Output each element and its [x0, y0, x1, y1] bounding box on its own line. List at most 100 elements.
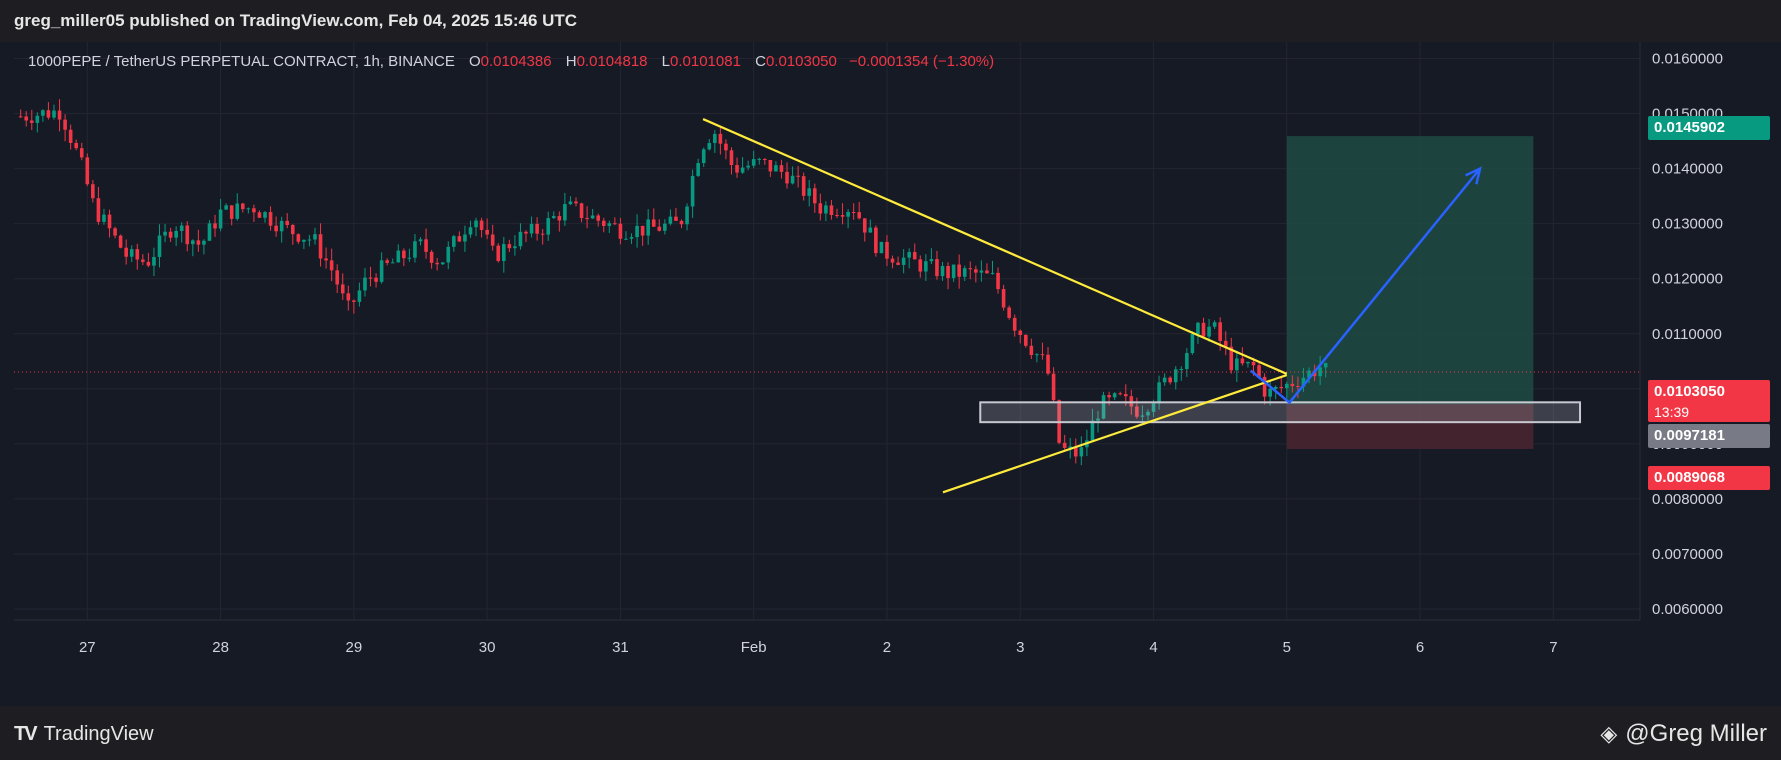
candle-body — [168, 231, 173, 238]
candle-body — [29, 120, 34, 123]
candle-body — [113, 228, 117, 236]
candle-body — [79, 148, 84, 158]
candle-body — [463, 234, 467, 242]
open-value: 0.0104386 — [480, 53, 552, 70]
candle-body — [807, 188, 812, 196]
bar-countdown: 13:39 — [1654, 404, 1690, 420]
candle-body — [718, 133, 723, 144]
candle-body — [429, 251, 434, 263]
chart-canvas[interactable]: 0.01600000.01500000.01400000.01300000.01… — [0, 42, 1781, 706]
candle-body — [1012, 317, 1017, 331]
candle-body — [157, 235, 162, 257]
candle-body — [313, 234, 317, 240]
candle-body — [746, 165, 750, 168]
candle-body — [179, 225, 184, 231]
candle-body — [812, 188, 817, 204]
candle-body — [146, 261, 151, 266]
candle-body — [1018, 330, 1023, 336]
position-zones — [1286, 136, 1534, 449]
candle-body — [607, 223, 612, 226]
candle-body — [368, 277, 373, 279]
x-tick-label: 2 — [883, 639, 891, 656]
y-tick-label: 0.0140000 — [1652, 161, 1723, 178]
target-zone — [1286, 136, 1534, 405]
candle-body — [696, 163, 700, 176]
candle-body — [540, 233, 545, 235]
candle-body — [41, 110, 45, 116]
candle-body — [346, 293, 351, 301]
candle-body — [690, 175, 695, 207]
stop-zone — [1286, 404, 1534, 449]
candle-body — [1068, 446, 1073, 448]
candle-body — [24, 116, 29, 121]
candle-body — [424, 239, 428, 252]
candle-body — [174, 230, 178, 238]
candle-body — [229, 205, 234, 219]
candle-body — [235, 203, 240, 219]
candle-body — [768, 159, 773, 172]
candle-body — [85, 157, 90, 185]
x-tick-label: 28 — [212, 639, 229, 656]
candle-body — [818, 203, 823, 214]
candle-body — [729, 150, 734, 166]
candle-body — [1290, 383, 1295, 387]
candle-body — [307, 239, 312, 241]
candle-body — [618, 223, 623, 239]
x-tick-label: 31 — [612, 639, 629, 656]
candle-body — [152, 256, 156, 266]
candle-body — [935, 259, 939, 277]
candle-body — [1035, 354, 1039, 356]
candle-body — [479, 220, 484, 230]
candle-body — [1201, 322, 1206, 337]
candle-body — [1251, 361, 1256, 366]
candle-body — [263, 212, 267, 218]
candle-body — [707, 143, 712, 150]
candle-body — [107, 214, 112, 229]
drawings — [14, 118, 1640, 494]
trendline-upper — [702, 118, 1288, 375]
candle-body — [1218, 322, 1222, 341]
candle-body — [974, 269, 978, 273]
candle-body — [218, 209, 223, 229]
candle-body — [468, 227, 473, 235]
candle-body — [1179, 369, 1184, 371]
tradingview-logo[interactable]: TV TradingView — [14, 722, 154, 746]
candle-body — [1123, 394, 1128, 397]
candle-body — [207, 223, 212, 241]
candle-body — [385, 260, 389, 263]
candle-body — [829, 205, 834, 216]
candle-body — [18, 116, 23, 118]
candle-body — [685, 206, 689, 225]
candle-body — [701, 149, 706, 164]
x-tick-label: 7 — [1549, 639, 1557, 656]
candle-body — [496, 245, 501, 261]
candle-body — [1318, 367, 1322, 377]
candle-body — [118, 235, 123, 248]
y-tick-label: 0.0110000 — [1652, 326, 1722, 343]
candle-body — [529, 223, 534, 234]
candle-body — [996, 272, 1000, 290]
x-tick-label: 3 — [1016, 639, 1024, 656]
candle-body — [940, 266, 945, 277]
candle-body — [613, 223, 617, 225]
candle-body — [874, 227, 878, 254]
candle-body — [879, 241, 884, 254]
candle-body — [252, 208, 256, 213]
candle-body — [924, 261, 928, 272]
candle-body — [1151, 403, 1156, 412]
candle-body — [357, 290, 362, 302]
candle-body — [340, 284, 345, 294]
candle-body — [335, 270, 340, 285]
candle-body — [962, 268, 967, 277]
symbol-title[interactable]: 1000PEPE / TetherUS PERPETUAL CONTRACT, … — [28, 53, 455, 70]
candle-body — [1257, 365, 1261, 377]
candle-body — [912, 252, 917, 260]
candle-body — [1062, 442, 1067, 448]
candle-body — [862, 218, 867, 233]
chart-pane[interactable]: 0.0160000 0.0150000 0.0140000 0.0130000 0.01… — [0, 42, 1781, 706]
high-value: 0.0104818 — [576, 53, 648, 70]
candle-body — [129, 249, 134, 257]
brand-name: TradingView — [43, 722, 154, 745]
candle-body — [96, 198, 101, 222]
candle-body — [135, 249, 140, 260]
